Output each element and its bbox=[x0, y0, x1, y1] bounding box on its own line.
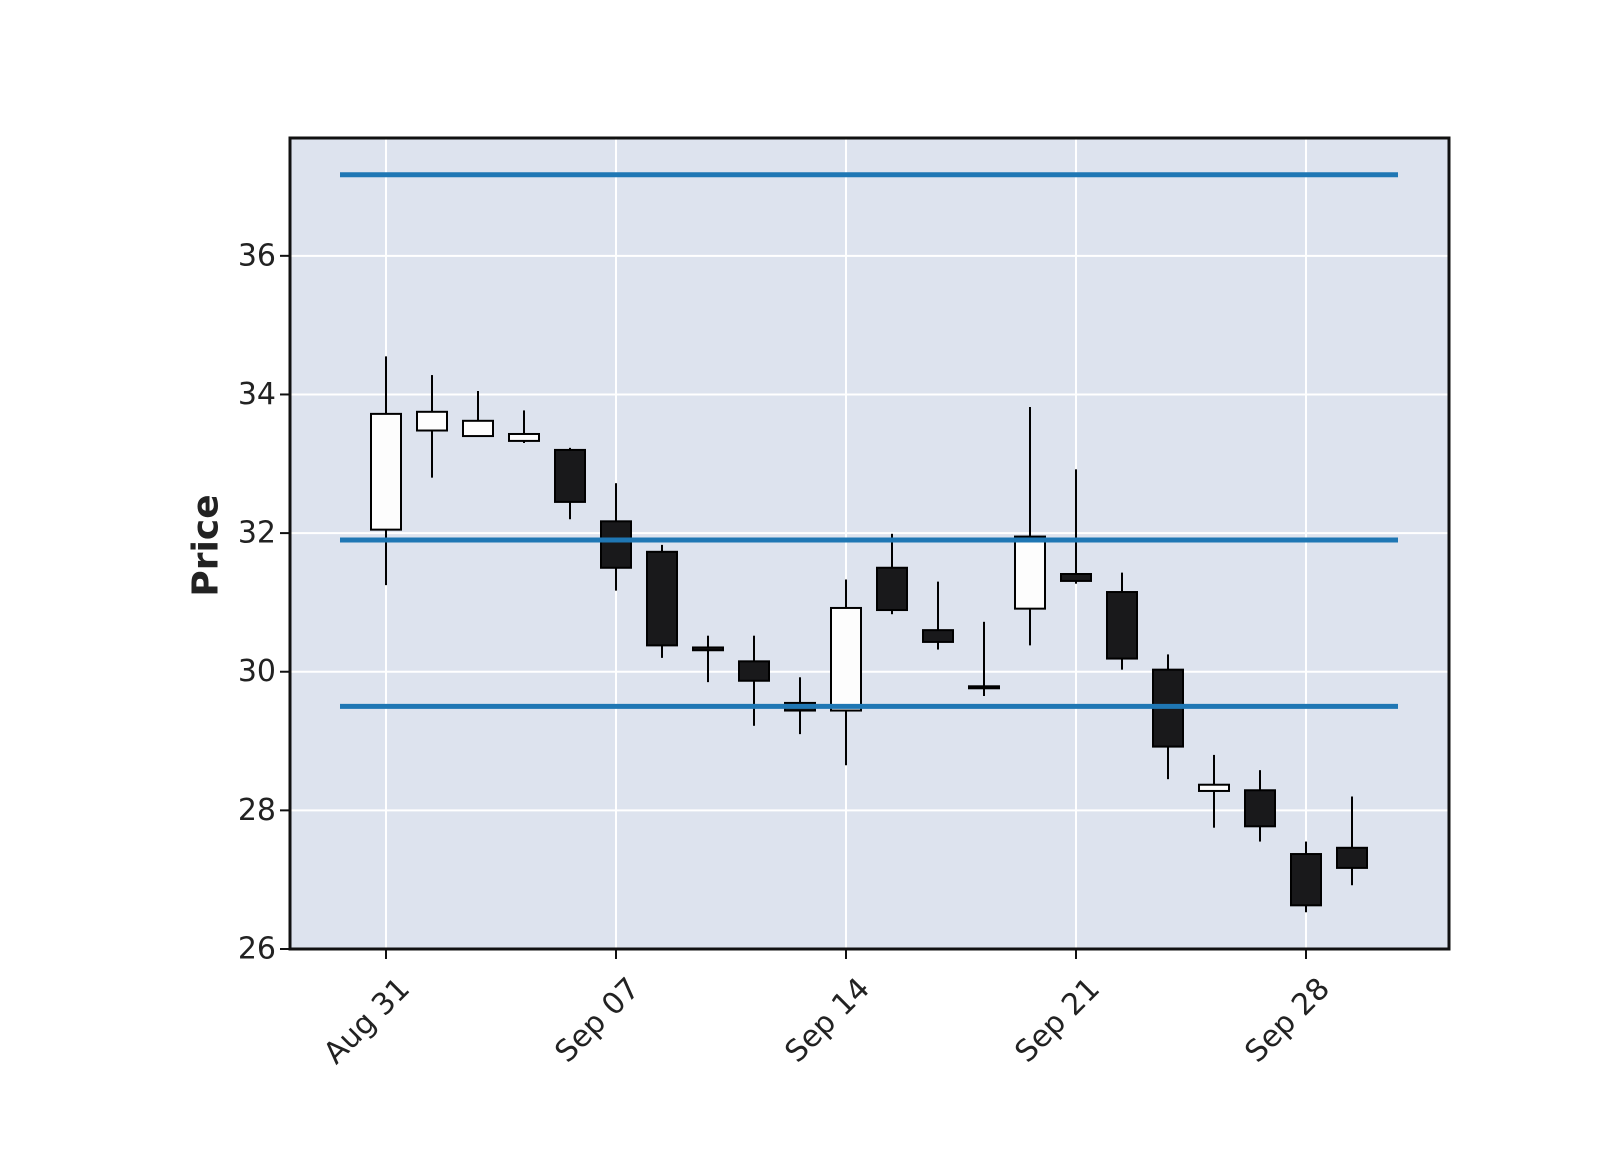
candle-body-up bbox=[1198, 783, 1230, 792]
candle bbox=[922, 581, 954, 650]
plot-frame bbox=[288, 136, 1451, 951]
candle bbox=[1014, 406, 1046, 646]
candle bbox=[830, 579, 862, 766]
y-tick-label: 32 bbox=[238, 516, 276, 551]
x-tick-label: Sep 07 bbox=[548, 971, 646, 1069]
candle-body-up bbox=[968, 685, 1000, 690]
candle bbox=[1198, 754, 1230, 828]
candle-body-up bbox=[370, 412, 402, 531]
y-tick-label: 34 bbox=[238, 377, 276, 412]
candle-body-up bbox=[462, 419, 494, 438]
y-tick-label: 30 bbox=[238, 654, 276, 689]
candle bbox=[1244, 770, 1276, 842]
candle-body-up bbox=[830, 606, 862, 712]
candle bbox=[370, 356, 402, 586]
candle-body-up bbox=[416, 410, 448, 432]
candle-body-down bbox=[738, 660, 770, 682]
candle bbox=[646, 544, 678, 658]
candle bbox=[692, 635, 724, 683]
candle bbox=[600, 483, 632, 591]
y-tick-label: 28 bbox=[238, 793, 276, 828]
candle-body-down bbox=[1244, 789, 1276, 828]
candle bbox=[876, 533, 908, 615]
candle-body-up bbox=[1014, 535, 1046, 610]
y-tick-label: 36 bbox=[238, 238, 276, 273]
candle bbox=[554, 447, 586, 520]
plot-background bbox=[290, 138, 1449, 949]
candle-body-down bbox=[692, 646, 724, 652]
candle-body-down bbox=[1336, 846, 1368, 869]
candle bbox=[1336, 796, 1368, 886]
candle-body-down bbox=[876, 566, 908, 612]
candle-body-down bbox=[600, 520, 632, 569]
y-tick-label: 26 bbox=[238, 932, 276, 967]
candle-body-up bbox=[508, 432, 540, 442]
candle-body-down bbox=[646, 550, 678, 647]
candle bbox=[416, 375, 448, 478]
candle-body-down bbox=[1290, 853, 1322, 907]
candle bbox=[1290, 841, 1322, 913]
candle bbox=[508, 410, 540, 443]
candle bbox=[1060, 469, 1092, 584]
candle-body-down bbox=[1106, 591, 1138, 660]
candle bbox=[968, 621, 1000, 696]
candle bbox=[462, 391, 494, 438]
candle bbox=[1106, 572, 1138, 670]
candle-body-down bbox=[1060, 572, 1092, 582]
x-tick-label: Sep 28 bbox=[1238, 971, 1336, 1069]
candle-body-down bbox=[554, 448, 586, 503]
y-axis-title: Price bbox=[186, 494, 227, 596]
candle-body-down bbox=[922, 629, 954, 643]
x-tick-label: Sep 21 bbox=[1008, 971, 1106, 1069]
candle bbox=[738, 635, 770, 726]
x-tick-label: Sep 14 bbox=[778, 971, 876, 1069]
x-tick-label: Aug 31 bbox=[317, 971, 417, 1071]
